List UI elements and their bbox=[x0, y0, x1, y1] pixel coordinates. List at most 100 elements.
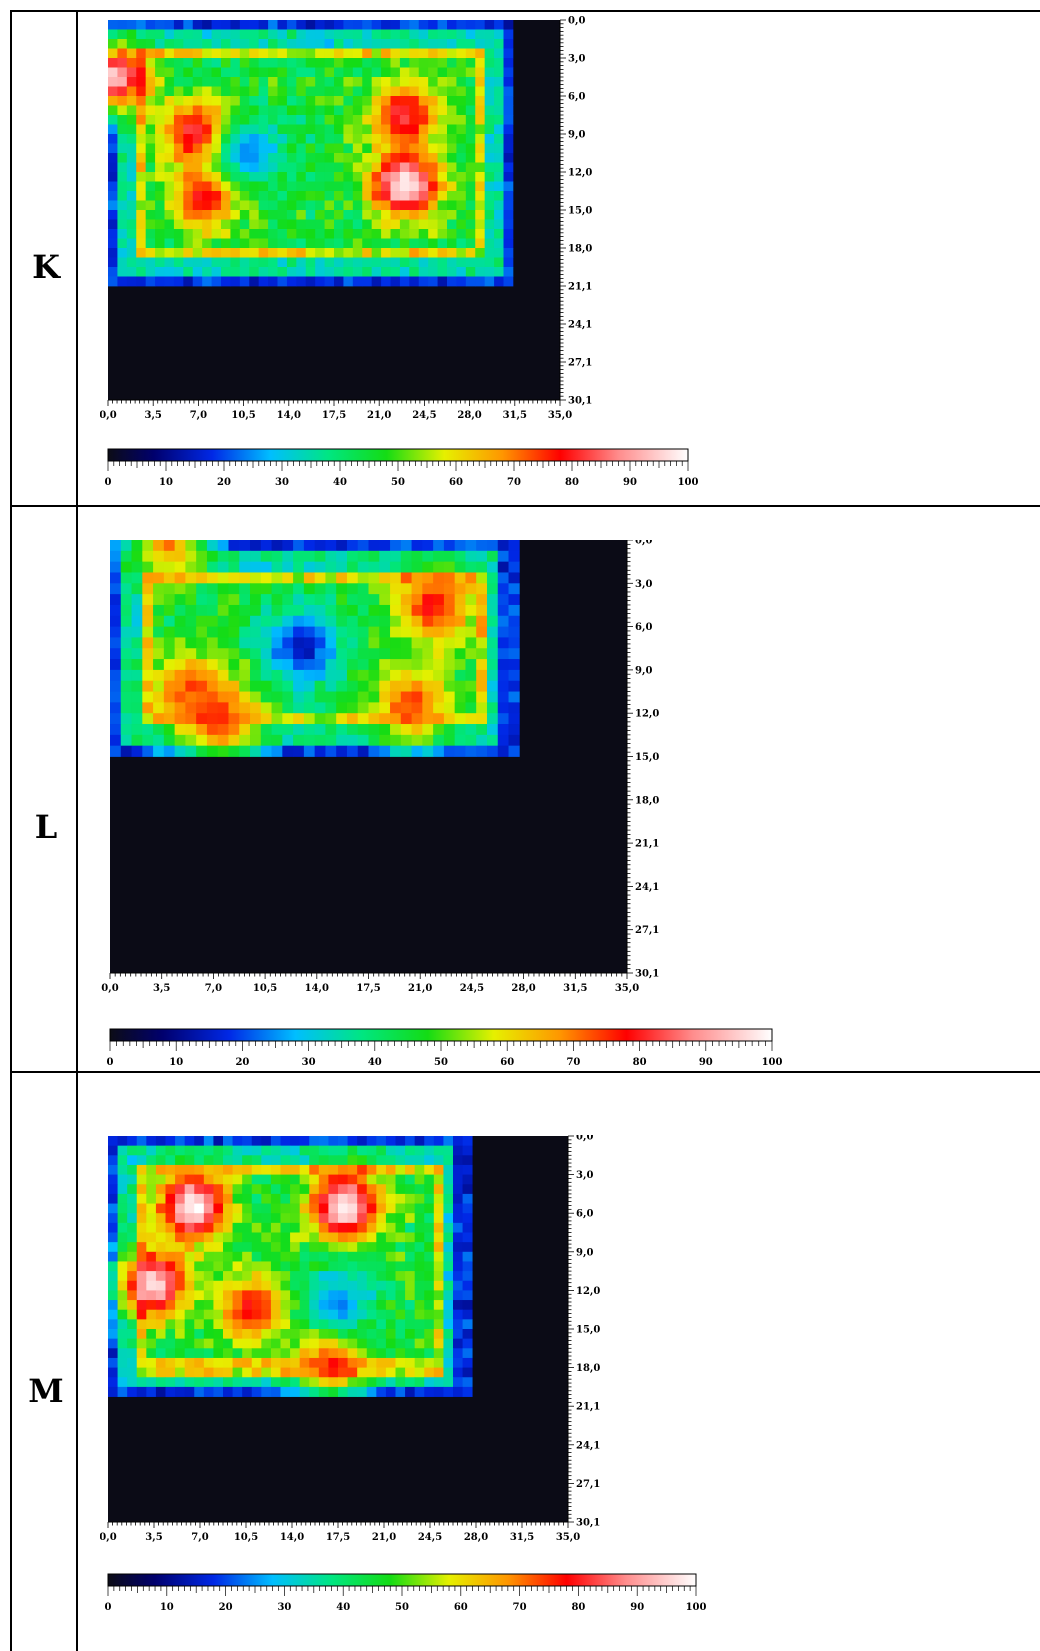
heatmap-cell bbox=[117, 1164, 128, 1175]
heatmap-cell bbox=[127, 1280, 138, 1291]
heatmap-cell bbox=[258, 238, 269, 249]
heatmap-cell bbox=[280, 1261, 291, 1272]
heatmap-cell bbox=[379, 713, 391, 725]
heatmap-cell bbox=[357, 1329, 368, 1340]
heatmap-cell bbox=[142, 572, 154, 584]
heatmap-cell bbox=[486, 659, 499, 671]
heatmap-cell bbox=[381, 58, 391, 68]
heatmap-cell bbox=[155, 248, 165, 258]
heatmap-cell bbox=[127, 1386, 138, 1397]
heatmap-cell bbox=[318, 1222, 329, 1233]
heatmap-cell bbox=[338, 1271, 348, 1282]
heatmap-cell bbox=[268, 143, 278, 154]
heatmap-cell bbox=[475, 191, 486, 201]
heatmap-cell bbox=[336, 572, 348, 584]
heatmap-cell bbox=[324, 143, 335, 154]
heatmap-cell bbox=[462, 1251, 473, 1262]
heatmap-cell bbox=[433, 637, 445, 649]
heatmap-cell bbox=[465, 124, 476, 135]
heatmap-cell bbox=[203, 1377, 214, 1388]
heatmap-cell bbox=[379, 540, 391, 552]
heatmap-cell bbox=[318, 1193, 329, 1204]
heatmap-cell bbox=[409, 115, 420, 125]
heatmap-cell bbox=[456, 200, 467, 211]
heatmap-cell bbox=[194, 1184, 205, 1195]
heatmap-cell bbox=[405, 1203, 416, 1214]
heatmap-cell bbox=[155, 191, 165, 201]
heatmap-cell bbox=[443, 1145, 454, 1156]
heatmap-cell bbox=[280, 1232, 291, 1243]
heatmap-cell bbox=[462, 1155, 473, 1166]
heatmap-cell bbox=[108, 191, 118, 201]
heatmap-cell bbox=[165, 1319, 176, 1330]
heatmap-cell bbox=[239, 713, 251, 725]
y-tick-label: 18,0 bbox=[635, 795, 659, 806]
heatmap-cell bbox=[250, 680, 262, 692]
heatmap-cell bbox=[346, 626, 359, 638]
heatmap-cell bbox=[127, 1357, 138, 1368]
heatmap-cell bbox=[475, 86, 486, 97]
heatmap-cell bbox=[456, 20, 467, 30]
heatmap-cell bbox=[494, 115, 504, 125]
y-tick-label: 3,0 bbox=[568, 54, 585, 65]
heatmap-cell bbox=[260, 583, 272, 595]
heatmap-cell bbox=[376, 1232, 387, 1243]
heatmap-cell bbox=[309, 1232, 320, 1243]
heatmap-cell bbox=[305, 124, 316, 135]
heatmap-cell bbox=[390, 77, 401, 87]
heatmap-cell bbox=[268, 267, 278, 277]
heatmap-cell bbox=[484, 124, 495, 135]
heatmap-cell bbox=[343, 134, 354, 144]
heatmap-cell bbox=[230, 219, 241, 230]
heatmap-cell bbox=[465, 626, 477, 638]
heatmap-cell bbox=[164, 58, 175, 68]
heatmap-cell bbox=[324, 153, 335, 163]
heatmap-cell bbox=[454, 626, 466, 638]
heatmap-cell bbox=[486, 637, 499, 649]
heatmap-cell bbox=[136, 1251, 147, 1262]
heatmap-cell bbox=[328, 1222, 339, 1233]
heatmap-cell bbox=[422, 702, 434, 714]
heatmap-cell bbox=[368, 572, 380, 584]
heatmap-cell bbox=[366, 1309, 377, 1320]
heatmap-cell bbox=[494, 238, 504, 249]
heatmap-cell bbox=[230, 143, 241, 154]
heatmap-cell bbox=[303, 702, 316, 714]
heatmap-cell bbox=[242, 1329, 253, 1340]
heatmap-cell bbox=[465, 200, 476, 211]
heatmap-cell bbox=[163, 669, 176, 682]
heatmap-cell bbox=[242, 1155, 253, 1166]
heatmap-cell bbox=[120, 713, 132, 725]
heatmap-cell bbox=[409, 143, 420, 154]
heatmap-cell bbox=[126, 143, 137, 154]
heatmap-cell bbox=[334, 48, 344, 59]
heatmap-cell bbox=[258, 210, 269, 220]
heatmap-cell bbox=[362, 124, 373, 135]
heatmap-cell bbox=[428, 86, 438, 97]
heatmap-cell bbox=[242, 1386, 253, 1397]
heatmap-cell bbox=[202, 143, 212, 154]
heatmap-cell bbox=[328, 1271, 339, 1282]
heatmap-cell bbox=[136, 1242, 147, 1253]
heatmap-cell bbox=[465, 257, 476, 268]
heatmap-cell bbox=[508, 713, 520, 725]
heatmap-cell bbox=[251, 1232, 262, 1243]
heatmap-cell bbox=[418, 105, 429, 116]
heatmap-cell bbox=[338, 1319, 348, 1330]
heatmap-cell bbox=[309, 1242, 320, 1253]
heatmap-cell bbox=[484, 86, 495, 97]
heatmap-cell bbox=[497, 615, 509, 627]
heatmap-cell bbox=[443, 594, 456, 606]
heatmap-cell bbox=[424, 1290, 435, 1301]
heatmap-cell bbox=[268, 191, 278, 201]
heatmap-cell bbox=[343, 115, 354, 125]
heatmap-cell bbox=[385, 1251, 396, 1262]
heatmap-cell bbox=[251, 1309, 262, 1320]
heatmap-cell bbox=[242, 1145, 253, 1156]
heatmap-cell bbox=[399, 248, 410, 258]
heatmap-cell bbox=[196, 680, 208, 692]
heatmap-cell bbox=[131, 745, 143, 757]
heatmap-cell bbox=[433, 680, 445, 692]
heatmap-cell bbox=[343, 191, 354, 201]
heatmap-cell bbox=[390, 702, 402, 714]
